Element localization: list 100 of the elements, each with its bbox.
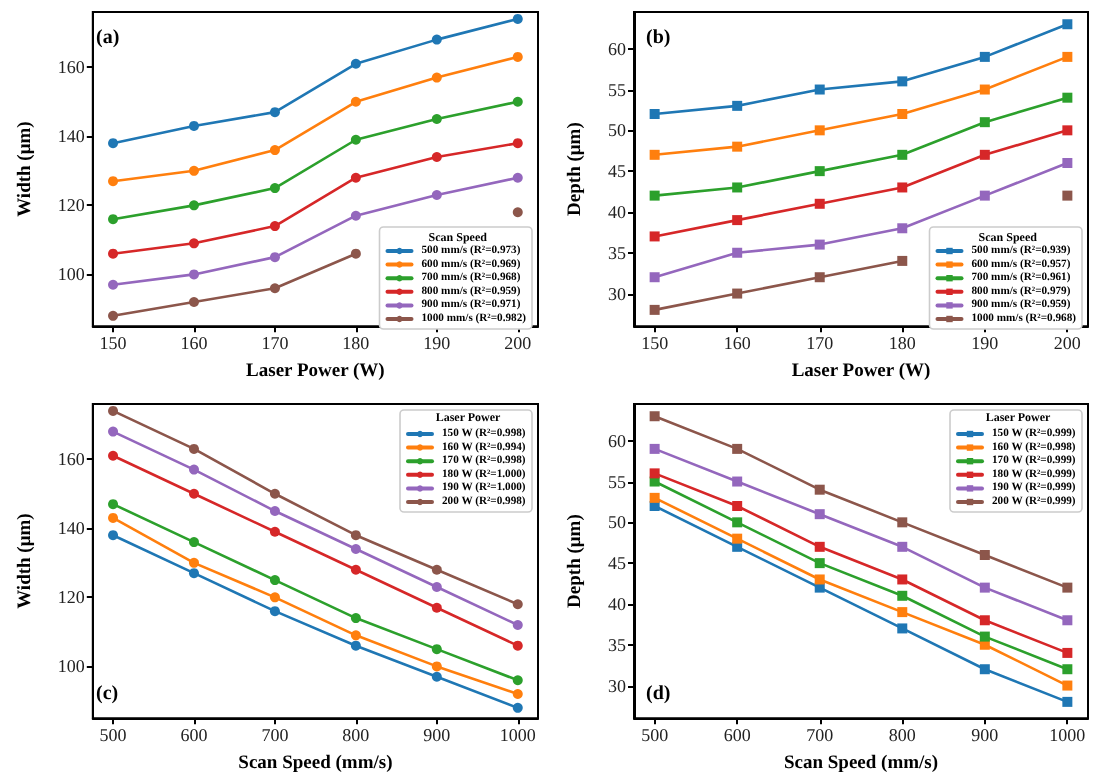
x-tick-label: 170 (806, 333, 835, 354)
point (431, 72, 442, 83)
point (1062, 92, 1073, 103)
point (269, 145, 280, 156)
point (269, 183, 280, 194)
point (269, 107, 280, 118)
x-tick-label: 900 (423, 725, 452, 746)
x-tick-label: 190 (423, 333, 452, 354)
point (512, 207, 523, 218)
point (431, 582, 442, 592)
point (512, 640, 523, 651)
x-tick-label: 600 (723, 725, 752, 746)
x-axis-title: Laser Power (W) (791, 362, 931, 382)
point (350, 248, 361, 259)
x-tick-label: 150 (99, 333, 128, 354)
point (649, 149, 660, 160)
point (814, 198, 825, 209)
point (649, 190, 660, 201)
y-tick-label: 35 (608, 242, 627, 263)
point (108, 450, 119, 461)
x-tick-label: 800 (342, 725, 371, 746)
y-tick-label: 35 (608, 634, 627, 655)
y-tick-label: 40 (608, 593, 627, 614)
point (512, 51, 523, 62)
point (350, 564, 361, 575)
y-tick-label: 140 (57, 518, 86, 539)
point (1062, 190, 1073, 201)
y-tick-label: 50 (608, 120, 627, 141)
point (350, 613, 361, 624)
point (188, 443, 199, 454)
point (979, 149, 990, 160)
annotation: (b) (646, 27, 671, 49)
point (269, 592, 280, 603)
point (431, 644, 442, 655)
y-tick-label: 55 (608, 79, 627, 100)
point (512, 689, 523, 700)
point (108, 426, 119, 437)
y-tick-label: 160 (57, 449, 86, 470)
point (1062, 615, 1073, 626)
point (188, 464, 199, 475)
x-tick-label: 180 (888, 333, 917, 354)
point (649, 231, 660, 242)
point (188, 568, 199, 579)
x-tick-label: 200 (504, 333, 533, 354)
point (512, 702, 523, 713)
y-axis-title: Width (μm) (16, 121, 36, 217)
point (350, 530, 361, 541)
point (269, 252, 280, 263)
point (512, 599, 523, 610)
x-axis-title: Scan Speed (mm/s) (238, 754, 393, 774)
point (979, 631, 990, 642)
point (814, 166, 825, 177)
y-axis-title: Depth (μm) (566, 122, 586, 216)
point (732, 501, 743, 512)
point (649, 109, 660, 120)
point (1062, 51, 1073, 62)
y-tick-label: 160 (57, 57, 86, 78)
y-tick-label: 30 (608, 675, 627, 696)
point (512, 675, 523, 686)
x-tick-label: 150 (641, 333, 670, 354)
point (431, 152, 442, 163)
y-tick-label: 100 (57, 656, 86, 677)
point (979, 615, 990, 626)
point (979, 549, 990, 560)
point (431, 661, 442, 672)
point (1062, 647, 1073, 658)
point (897, 182, 908, 193)
point (269, 488, 280, 499)
point (732, 100, 743, 111)
point (431, 190, 442, 200)
x-tick-label: 170 (261, 333, 290, 354)
point (814, 125, 825, 136)
point (350, 58, 361, 69)
point (108, 214, 119, 225)
point (732, 443, 743, 454)
annotation: (a) (96, 27, 120, 49)
point (732, 247, 743, 258)
point (188, 488, 199, 499)
point (350, 210, 361, 221)
annotation: (c) (96, 683, 119, 705)
point (188, 165, 199, 176)
point (732, 476, 743, 487)
point (814, 509, 825, 520)
point (269, 526, 280, 537)
x-tick-label: 500 (641, 725, 670, 746)
point (1062, 680, 1073, 691)
point (814, 574, 825, 585)
point (108, 310, 119, 321)
point (512, 619, 523, 630)
point (188, 557, 199, 568)
point (431, 564, 442, 575)
annotation: (d) (646, 683, 671, 705)
point (814, 558, 825, 569)
x-axis-title: Scan Speed (mm/s) (783, 754, 939, 774)
y-axis-title: Width (μm) (16, 513, 36, 609)
x-tick-label: 600 (180, 725, 209, 746)
point (649, 476, 660, 487)
point (979, 190, 990, 201)
point (512, 138, 523, 149)
point (897, 574, 908, 585)
